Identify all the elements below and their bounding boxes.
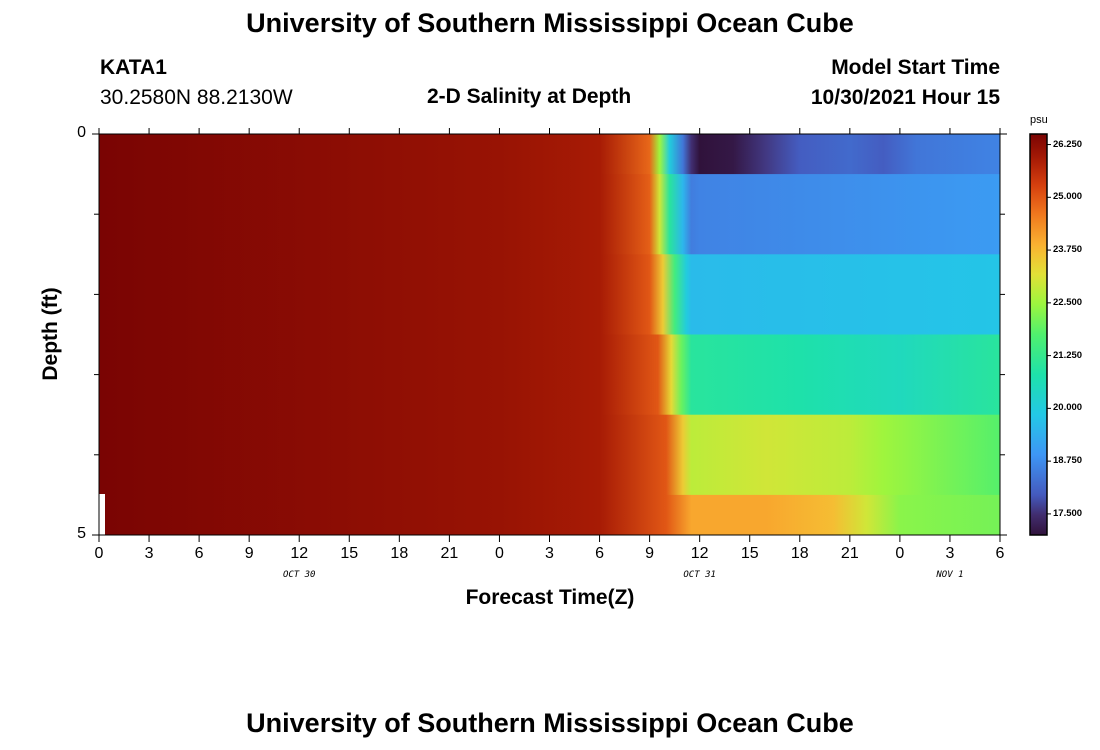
- heatmap-layer: [99, 414, 1000, 496]
- x-tick-label: 0: [494, 545, 504, 562]
- model-start-value: 10/30/2021 Hour 15: [810, 86, 1000, 109]
- x-tick-label: 12: [690, 545, 709, 562]
- colorbar-label: 20.000: [1053, 402, 1083, 414]
- x-tick-label: 3: [144, 545, 154, 562]
- x-tick-label: 9: [645, 545, 655, 562]
- page-title: University of Southern Mississippi Ocean…: [246, 8, 854, 38]
- y-tick-label: 5: [77, 525, 86, 542]
- y-axis-title: Depth (ft): [39, 287, 62, 381]
- x-tick-label: 3: [945, 545, 955, 562]
- x-tick-label: 6: [995, 545, 1005, 562]
- plot-title: 2-D Salinity at Depth: [427, 85, 632, 108]
- colorbar: [1029, 133, 1051, 536]
- x-tick-label: 21: [840, 545, 859, 562]
- colorbar-label: 21.250: [1053, 349, 1083, 361]
- heatmap-layer: [99, 254, 1000, 335]
- x-tick-label: 6: [194, 545, 204, 562]
- heatmap-layer: [99, 174, 1000, 255]
- date-label: OCT 31: [683, 570, 716, 580]
- colorbar-label: 17.500: [1053, 507, 1083, 519]
- x-tick-label: 9: [244, 545, 254, 562]
- x-tick-label: 0: [94, 545, 104, 562]
- x-axis-ticks: [98, 128, 1001, 542]
- model-start-label: Model Start Time: [831, 56, 1000, 79]
- x-axis-title: Forecast Time(Z): [465, 586, 635, 609]
- colorbar-unit: psu: [1030, 114, 1048, 126]
- colorbar-label: 18.750: [1053, 455, 1083, 467]
- date-label: OCT 30: [282, 570, 316, 580]
- date-label: NOV 1: [936, 570, 964, 580]
- heatmap-layer: [99, 494, 1000, 536]
- colorbar-bar: [1029, 133, 1048, 536]
- x-tick-label: 0: [895, 545, 905, 562]
- colorbar-label: 25.000: [1053, 191, 1083, 203]
- x-tick-label: 21: [440, 545, 459, 562]
- missing-data-patch: [99, 494, 105, 535]
- x-tick-label: 3: [545, 545, 554, 562]
- heatmap: [99, 134, 1000, 536]
- heatmap-layer: [99, 334, 1000, 416]
- footer-title: University of Southern Mississippi Ocean…: [246, 708, 854, 738]
- x-tick-label: 15: [740, 545, 759, 562]
- colorbar-label: 22.500: [1053, 296, 1083, 308]
- x-tick-label: 15: [340, 545, 359, 562]
- x-tick-label: 18: [390, 545, 409, 562]
- x-tick-label: 18: [790, 545, 809, 562]
- station-location: 30.2580N 88.2130W: [100, 86, 293, 109]
- colorbar-label: 26.250: [1053, 138, 1083, 150]
- y-tick-label: 0: [77, 124, 86, 141]
- station-id: KATA1: [100, 56, 167, 79]
- y-axis-ticks: [92, 133, 1007, 536]
- colorbar-label: 23.750: [1053, 244, 1083, 256]
- x-tick-label: 6: [595, 545, 604, 562]
- heatmap-layer: [99, 134, 1000, 175]
- x-tick-label: 12: [290, 545, 309, 562]
